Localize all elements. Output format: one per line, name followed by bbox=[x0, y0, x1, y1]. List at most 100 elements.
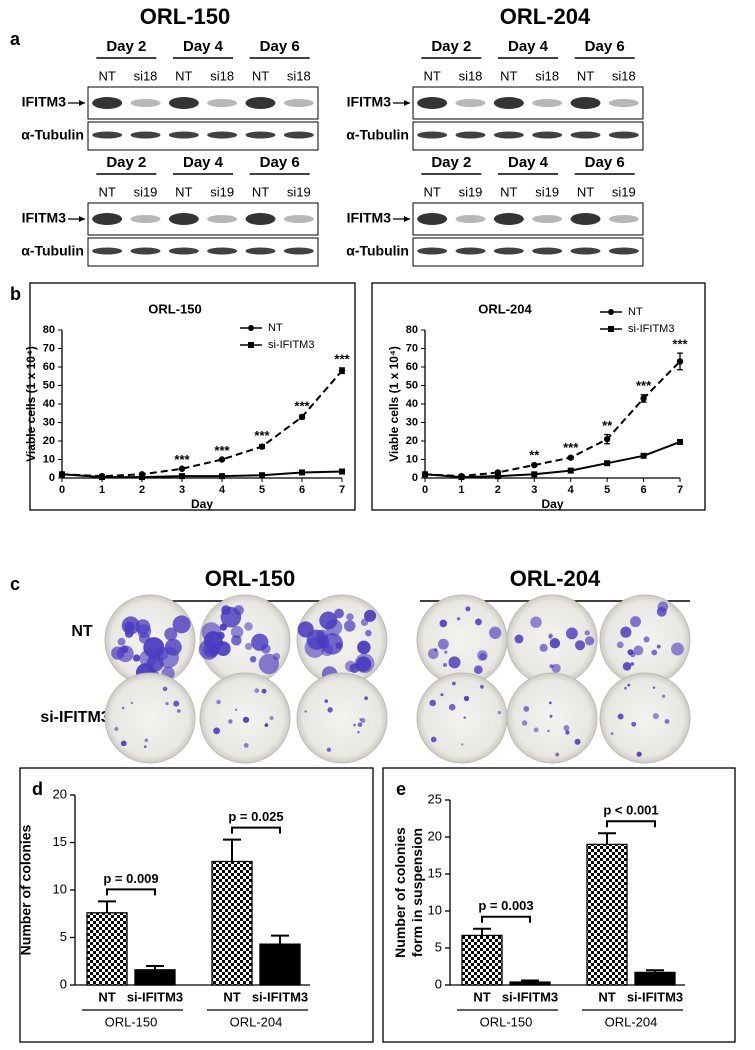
p-value: p < 0.001 bbox=[603, 803, 658, 818]
y-axis-label: Number of colonies bbox=[392, 827, 408, 958]
p-bracket bbox=[106, 888, 156, 896]
significance-label: *** bbox=[334, 351, 350, 366]
blot-band bbox=[168, 131, 199, 139]
lane-label: si18 bbox=[535, 68, 559, 83]
day-label: Day 6 bbox=[585, 38, 625, 55]
bar bbox=[461, 934, 503, 986]
panel-label: b bbox=[10, 284, 21, 304]
colony-spot bbox=[633, 645, 644, 656]
significance-label: *** bbox=[636, 378, 652, 393]
y-tick-label: 50 bbox=[43, 379, 55, 391]
colony-spot bbox=[132, 654, 141, 662]
colony-spot bbox=[565, 730, 570, 735]
day-label: Day 4 bbox=[508, 38, 549, 55]
colony-spot bbox=[111, 646, 125, 660]
blot-band bbox=[168, 247, 199, 255]
blot-band bbox=[92, 131, 123, 139]
colony-spot bbox=[242, 716, 250, 723]
lane-label: NT bbox=[252, 68, 269, 83]
p-value: p = 0.025 bbox=[228, 809, 283, 824]
group-label: ORL-150 bbox=[480, 1014, 533, 1029]
colony-spot bbox=[475, 618, 482, 626]
colony-spot bbox=[565, 627, 578, 640]
colony-spot bbox=[213, 727, 221, 735]
colony-spot bbox=[547, 729, 550, 733]
significance-label: *** bbox=[563, 440, 579, 455]
colony-spot bbox=[357, 640, 371, 655]
panel-label: e bbox=[396, 779, 406, 799]
p-bracket bbox=[481, 915, 531, 923]
blot-box bbox=[87, 237, 319, 267]
x-axis-label: Day bbox=[541, 497, 563, 511]
colony-spot bbox=[473, 665, 483, 675]
colony-spot bbox=[230, 625, 244, 639]
blot-band bbox=[417, 247, 448, 255]
colony-spot bbox=[304, 637, 325, 658]
colony-plate bbox=[416, 594, 508, 686]
lane-label: NT bbox=[98, 68, 115, 83]
lane-label: NT bbox=[98, 184, 115, 199]
y-tick-label: 15 bbox=[53, 834, 67, 849]
lane-label: si19 bbox=[287, 184, 311, 199]
colony-spot bbox=[549, 701, 552, 705]
colony-spot bbox=[335, 642, 343, 649]
colony-spot bbox=[555, 752, 560, 757]
colony-spot bbox=[121, 706, 125, 710]
blot-band bbox=[417, 213, 448, 225]
colony-spot bbox=[643, 636, 650, 643]
blot-band bbox=[130, 215, 161, 223]
blot-band bbox=[493, 247, 524, 255]
chart-frame bbox=[382, 767, 736, 1043]
y-tick-label: 0 bbox=[412, 472, 418, 484]
colony-spot bbox=[656, 606, 667, 617]
blot-band bbox=[283, 99, 314, 107]
p-value: p = 0.009 bbox=[103, 871, 158, 886]
blot-band bbox=[207, 247, 238, 255]
bar bbox=[509, 981, 551, 986]
colony-spot bbox=[656, 644, 661, 649]
group-label: ORL-204 bbox=[605, 1014, 658, 1029]
y-tick-label: 10 bbox=[53, 881, 67, 896]
chart-title: ORL-150 bbox=[148, 301, 201, 316]
colony-spot bbox=[117, 637, 126, 646]
y-tick-label: 20 bbox=[406, 435, 418, 447]
blot-band bbox=[207, 131, 238, 139]
point bbox=[676, 358, 684, 365]
group-label: ORL-150 bbox=[105, 1014, 158, 1029]
series-line bbox=[424, 360, 681, 478]
blot-band bbox=[92, 97, 123, 109]
colony-spot bbox=[120, 740, 127, 747]
error-bar bbox=[473, 927, 491, 936]
panel-label: a bbox=[10, 29, 21, 49]
x-tick-label: NT bbox=[473, 989, 490, 1004]
x-tick-label: 0 bbox=[59, 484, 65, 496]
colony-spot bbox=[551, 663, 561, 673]
colony-spot bbox=[121, 616, 140, 635]
colony-spot bbox=[584, 636, 595, 646]
lane-label: si19 bbox=[210, 184, 234, 199]
day-label: Day 2 bbox=[431, 38, 471, 55]
colony-spot bbox=[443, 662, 447, 667]
point bbox=[422, 471, 428, 478]
blot-row-label: α-Tubulin bbox=[346, 243, 409, 259]
colony-spot bbox=[479, 684, 484, 689]
blot-box bbox=[412, 86, 644, 120]
legend-label: si-IFITM3 bbox=[268, 339, 314, 351]
point bbox=[567, 454, 574, 461]
blot-box bbox=[87, 202, 319, 236]
chart-title: ORL-204 bbox=[478, 301, 532, 316]
chart-frame bbox=[371, 282, 706, 511]
colony-spot bbox=[326, 747, 332, 752]
colony-row-label: NT bbox=[71, 623, 93, 640]
colony-spot bbox=[357, 722, 363, 727]
day-label: Day 4 bbox=[183, 154, 224, 171]
colony-group-title: ORL-150 bbox=[205, 566, 295, 591]
colony-spot bbox=[243, 743, 249, 748]
colony-spot bbox=[164, 627, 178, 641]
point bbox=[640, 452, 647, 459]
colony-plate bbox=[416, 672, 508, 764]
colony-spot bbox=[264, 723, 269, 727]
legend-label: NT bbox=[628, 306, 643, 318]
bar bbox=[211, 860, 253, 986]
